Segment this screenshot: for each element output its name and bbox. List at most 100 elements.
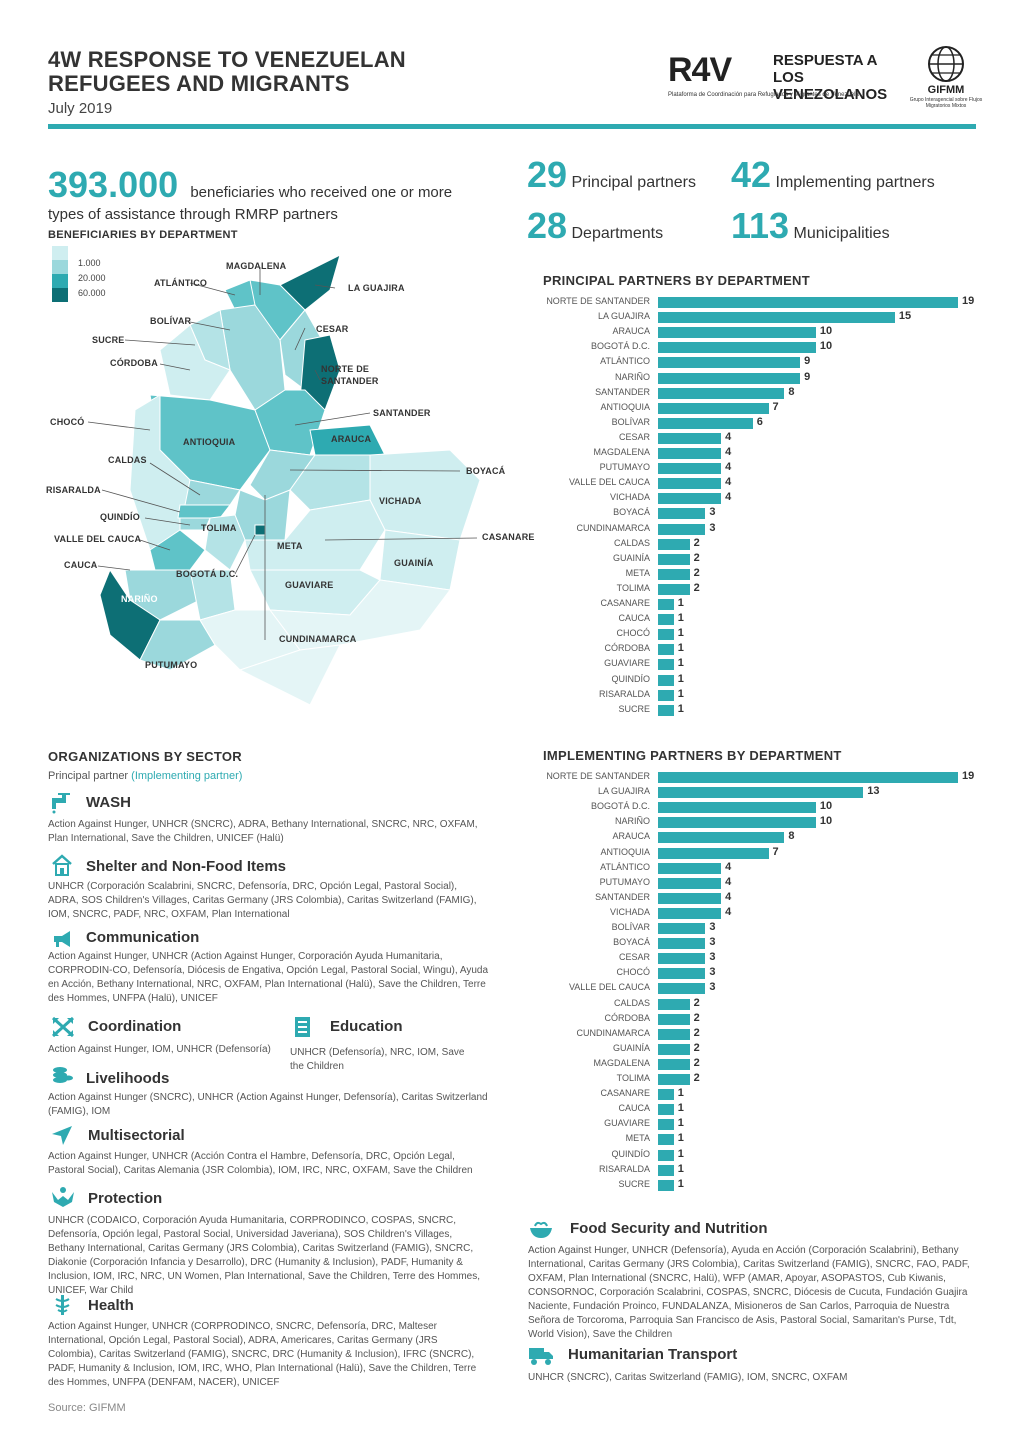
map-region-bogota <box>254 524 266 536</box>
stat-departments: 28 Departments <box>527 207 663 245</box>
house-icon <box>52 854 72 876</box>
bar-value: 1 <box>677 612 684 625</box>
map-label-caldas: CALDAS <box>108 455 147 465</box>
bar <box>658 787 864 799</box>
bar-label: VICHADA <box>609 906 650 917</box>
bar-label: GUAINÍA <box>612 1042 650 1053</box>
bar-label: ANTIOQUIA <box>600 846 650 857</box>
bar <box>658 862 722 874</box>
sector-food-text: Action Against Hunger, UNHCR (Defensoría… <box>528 1245 970 1340</box>
bar-value: 10 <box>819 340 833 353</box>
bar-label: ATLÁNTICO <box>600 356 650 367</box>
truck-icon <box>529 1348 553 1365</box>
bar-value: 2 <box>693 1041 700 1054</box>
bar <box>658 659 674 671</box>
legend-swatch-high <box>52 274 68 288</box>
bar-value: 2 <box>693 1011 700 1024</box>
bar <box>658 817 816 829</box>
bar <box>658 523 706 535</box>
map-label-meta: META <box>277 541 303 551</box>
beneficiaries-number: 393.000 <box>48 164 179 205</box>
bar-label: QUINDÍO <box>611 1148 650 1159</box>
bar-value: 1 <box>677 1102 684 1115</box>
sector-wash-text: Action Against Hunger, UNHCR (SNCRC), AD… <box>48 819 478 844</box>
bar-value: 13 <box>867 785 880 798</box>
bar <box>658 847 769 859</box>
bar <box>658 1134 674 1146</box>
bar <box>658 463 722 475</box>
gifmm-globe-icon <box>928 46 964 82</box>
arrows-icon <box>51 1016 75 1038</box>
bar-label: ARAUCA <box>612 326 650 337</box>
beneficiaries-text: beneficiaries who received one or more t… <box>48 184 453 223</box>
map-label-risaralda: RISARALDA <box>46 485 101 495</box>
bar-value: 19 <box>962 770 975 782</box>
bar <box>658 432 722 444</box>
map-label-sucre: SUCRE <box>92 335 125 345</box>
map-region-vichada <box>369 449 481 541</box>
bar-label: CAUCA <box>618 1103 650 1114</box>
bar-value: 1 <box>677 657 684 670</box>
bar <box>658 1149 674 1161</box>
bar <box>658 998 690 1010</box>
bar-label: PUTUMAYO <box>599 462 650 473</box>
bar <box>658 1074 690 1085</box>
bar-value: 4 <box>725 905 732 918</box>
sector-coordination-title: Coordination <box>88 1018 182 1035</box>
bar <box>658 538 690 550</box>
sector-food-title: Food Security and Nutrition <box>570 1220 768 1237</box>
sector-shelter-text: UNHCR (Corporación Scalabrini, SNCRC, De… <box>48 881 477 920</box>
bar-value: 1 <box>677 1162 684 1175</box>
map-label-vichada: VICHADA <box>379 496 422 506</box>
bar-label: CASANARE <box>600 1088 650 1099</box>
map-label-norte-de-santander: NORTE DE SANTANDER <box>321 364 379 386</box>
bar <box>658 983 706 995</box>
bar <box>658 1058 690 1070</box>
legend-swatch-mid <box>52 260 68 274</box>
stat-label: Implementing partners <box>775 174 935 191</box>
sector-education-title: Education <box>330 1018 403 1035</box>
bar-label: CESAR <box>618 952 650 963</box>
implementing-partners-chart: NORTE DE SANTANDER 19 LA GUAJIRA 13 BOGOTÁ D… <box>540 770 980 1196</box>
legend-label: 1.000 <box>78 258 101 268</box>
bar <box>658 312 895 324</box>
bar-label: CÓRDOBA <box>604 1012 650 1023</box>
bar-value: 1 <box>677 642 684 655</box>
bar <box>658 674 674 686</box>
bar <box>658 493 722 505</box>
bar-label: ANTIOQUIA <box>600 401 650 412</box>
bar <box>658 802 816 814</box>
bar <box>658 372 801 384</box>
bar-value: 4 <box>725 446 732 458</box>
stat-number: 42 <box>731 154 772 195</box>
bar-label: BOYACÁ <box>613 507 650 518</box>
bar-label: CASANARE <box>600 598 650 608</box>
stat-implementing-partners: 42 Implementing partners <box>731 156 935 194</box>
stat-number: 28 <box>527 205 568 246</box>
bar-value: 7 <box>772 400 779 413</box>
sector-protection-title: Protection <box>88 1190 163 1207</box>
bar-value: 3 <box>709 951 716 964</box>
bar <box>658 1119 674 1131</box>
bar-label: ARAUCA <box>612 831 650 842</box>
sector-coordination-text: Action Against Hunger, IOM, UNHCR (Defen… <box>48 1044 271 1055</box>
bar-label: BOLÍVAR <box>611 416 650 427</box>
bar-label: RISARALDA <box>598 688 650 699</box>
map-label-quindio: QUINDÍO <box>100 512 140 522</box>
bar <box>658 1089 674 1101</box>
map-label-putumayo: PUTUMAYO <box>145 660 198 670</box>
bar <box>658 772 958 783</box>
bar-label: CALDAS <box>613 537 650 548</box>
bar-value: 7 <box>772 845 779 858</box>
sector-wash-title: WASH <box>86 794 131 811</box>
bar-value: 2 <box>693 581 700 594</box>
bar-value: 10 <box>819 325 833 338</box>
bar <box>658 923 706 934</box>
bar <box>658 448 722 459</box>
map-region-quindio <box>179 517 211 531</box>
bar-label: META <box>625 567 650 578</box>
bar-value: 10 <box>819 815 833 828</box>
map-label-cauca: CAUCA <box>64 560 98 570</box>
bar-label: CUNDINAMARCA <box>576 522 650 533</box>
bowl-icon <box>530 1221 552 1238</box>
